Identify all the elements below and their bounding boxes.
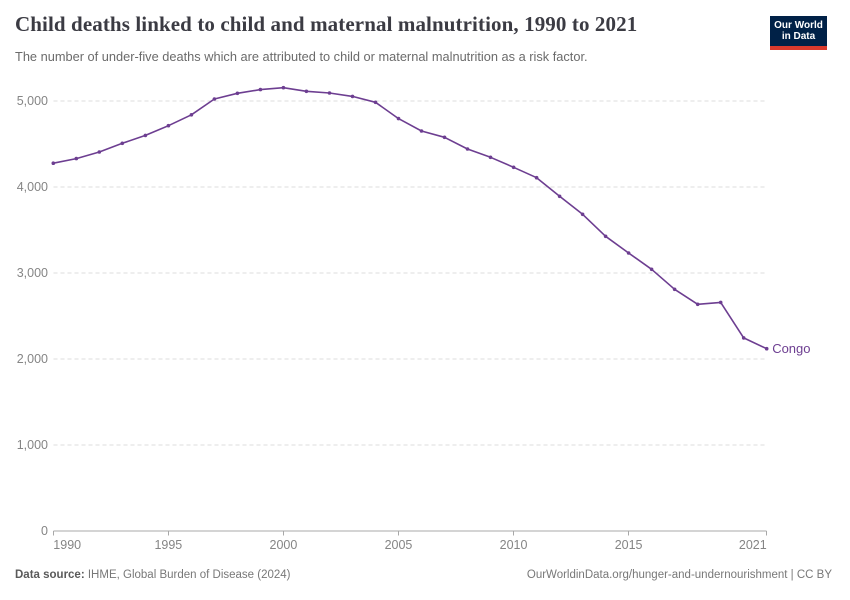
data-point [672, 287, 677, 292]
data-source: Data source: IHME, Global Burden of Dise… [15, 569, 291, 581]
x-axis-label: 2015 [615, 538, 643, 552]
data-point [419, 129, 424, 133]
y-axis-label: 1,000 [17, 438, 48, 452]
owid-logo[interactable]: Our World in Data [770, 16, 827, 50]
x-axis-label: 1995 [154, 538, 182, 552]
data-point [373, 100, 378, 105]
data-point [764, 346, 769, 351]
data-source-label: Data source: [15, 569, 85, 581]
data-line-congo [52, 86, 768, 350]
x-axis-label: 2021 [739, 538, 767, 552]
data-point [258, 87, 263, 92]
chart-subtitle: The number of under-five deaths which ar… [15, 49, 588, 64]
data-point [695, 302, 700, 307]
data-point [603, 234, 608, 239]
data-point [649, 267, 654, 272]
data-point [212, 97, 217, 101]
series-end-label[interactable]: Congo [772, 341, 810, 356]
data-point [442, 135, 447, 140]
data-point [235, 91, 240, 96]
data-point [511, 165, 516, 170]
y-axis-label: 5,000 [17, 94, 48, 108]
data-point [626, 251, 631, 255]
data-point [396, 116, 401, 121]
x-axis-label: 1990 [53, 538, 81, 552]
y-axis-label: 0 [41, 524, 48, 538]
owid-logo-box: Our World in Data [770, 16, 827, 46]
data-source-text: IHME, Global Burden of Disease (2024) [84, 569, 291, 581]
attribution-link[interactable]: OurWorldinData.org/hunger-and-undernouri… [526, 569, 832, 581]
data-point [718, 300, 723, 305]
y-axis-label: 2,000 [17, 352, 48, 366]
data-point [534, 175, 539, 180]
logo-line1: Our World [774, 19, 823, 31]
data-point [580, 212, 585, 217]
x-axis-label: 2010 [500, 538, 528, 552]
data-point [327, 91, 332, 95]
y-axis-label: 4,000 [17, 180, 48, 194]
data-point [166, 123, 171, 128]
data-point [304, 89, 309, 94]
data-point [143, 133, 148, 138]
data-point [51, 161, 56, 165]
y-axis-label: 3,000 [17, 266, 48, 280]
data-point [465, 147, 470, 151]
x-axis-label: 2005 [385, 538, 413, 552]
data-point [74, 156, 79, 161]
x-axis-label: 2000 [270, 538, 298, 552]
data-point [120, 141, 125, 146]
data-point [281, 85, 286, 90]
data-point [488, 155, 493, 160]
data-point [741, 336, 746, 340]
logo-line2: in Data [781, 31, 816, 42]
data-point [97, 150, 102, 154]
owid-logo-redbar [770, 46, 827, 50]
data-point [557, 194, 562, 199]
data-point [350, 94, 355, 99]
data-point [189, 113, 194, 117]
chart-title: Child deaths linked to child and materna… [15, 12, 638, 36]
